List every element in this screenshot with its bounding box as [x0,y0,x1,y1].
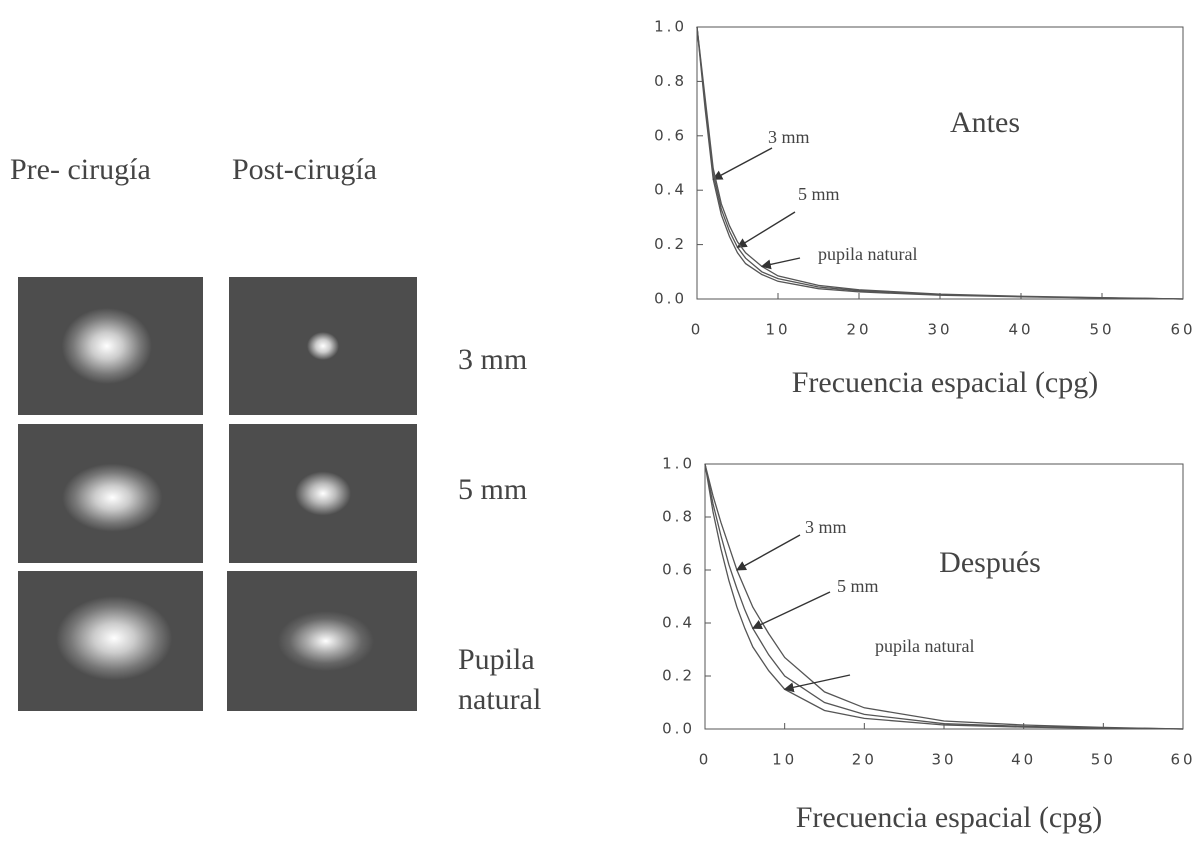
plot-frame [697,27,1183,299]
x-tick-label: 30 [927,321,952,339]
y-tick-label: 0.2 [662,667,695,685]
x-tick-label: 50 [1089,321,1114,339]
series-line [705,464,1183,729]
y-tick-label: 0.4 [662,614,695,632]
series-label: 5 mm [798,184,840,204]
x-tick-label: 10 [772,751,797,769]
chart-title: Antes [950,106,1020,139]
series-line [705,464,1183,729]
x-tick-label: 20 [852,751,877,769]
y-tick-label: 0.8 [662,508,695,526]
x-tick-label: 0 [691,321,704,339]
x-axis-label: Frecuencia espacial (cpg) [792,366,1099,399]
x-axis-label: Frecuencia espacial (cpg) [796,801,1103,834]
x-tick-label: 60 [1170,751,1195,769]
y-tick-label: 0.0 [654,290,687,308]
x-tick-label: 50 [1091,751,1116,769]
x-tick-label: 40 [1011,751,1036,769]
y-tick-label: 0.6 [662,561,695,579]
y-tick-label: 0.6 [654,126,687,144]
series-line [697,27,1183,299]
x-tick-label: 0 [699,751,712,769]
series-label: 3 mm [768,127,810,147]
x-tick-label: 20 [846,321,871,339]
series-label: 5 mm [837,576,879,596]
annotation-arrow [753,592,830,628]
x-tick-label: 60 [1170,321,1195,339]
y-tick-label: 0.4 [654,181,687,199]
y-tick-label: 0.8 [654,72,687,90]
plot-frame [705,464,1183,729]
annotation-arrow [738,212,796,247]
y-tick-label: 1.0 [654,18,687,36]
figure: Pre- cirugía Post-cirugía 3 mm 5 mm Pupi… [0,0,1203,844]
charts: 0.0 0.2 0.4 0.6 0.8 1.0 0 10 20 30 40 50 60 Frecuenci… [0,0,1203,844]
y-tick-label: 1.0 [662,455,695,473]
x-tick-label: 40 [1008,321,1033,339]
series-line [705,464,1183,729]
annotation-arrow [762,258,800,266]
series-line [697,27,1183,299]
series-label: pupila natural [875,636,974,656]
series-label: pupila natural [818,244,917,264]
x-tick-label: 30 [931,751,956,769]
x-tick-label: 10 [765,321,790,339]
y-tick-label: 0.0 [662,720,695,738]
y-tick-label: 0.2 [654,235,687,253]
annotation-arrow [737,535,800,570]
chart-title: Después [939,546,1041,579]
series-label: 3 mm [805,517,847,537]
annotation-arrow [713,148,772,179]
series-line [697,27,1183,299]
